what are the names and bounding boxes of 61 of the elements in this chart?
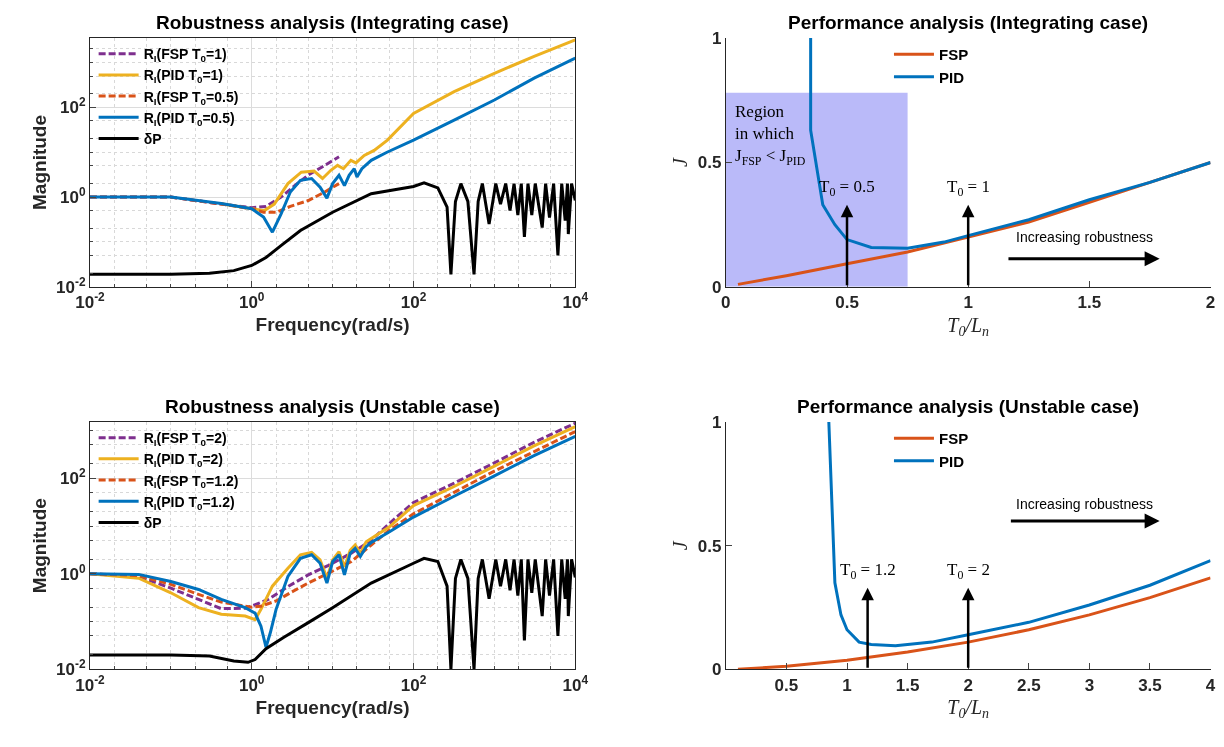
legend-label: δP [143, 130, 162, 147]
y-tick-label: 0.5 [697, 153, 722, 173]
legend-label: R$_{I}$(PID T$_{0}$=2) [143, 451, 224, 470]
line-series [827, 422, 1211, 648]
y-tick-label: 10$^{2}$ [60, 95, 86, 118]
annotation: Increasing robustness [1016, 496, 1153, 512]
x-tick-label: 2 [1205, 293, 1216, 313]
legend-label: FSP [938, 430, 969, 448]
x-tick-label: 1.5 [895, 675, 920, 695]
y-tick-label: 1 [711, 29, 722, 49]
x-axis-title: T$_{0}$/L$_{n}$ [947, 313, 990, 339]
x-axis-title: Frequency(rad/s) [255, 696, 410, 718]
x-tick-label: 10$^{4}$ [562, 672, 589, 695]
y-axis-title: Magnitude [28, 498, 50, 594]
legend-label: R$_{I}$(PID T$_{0}$=1) [143, 67, 224, 86]
x-tick-label: 3 [1084, 675, 1095, 695]
x-tick-label: 10$^{2}$ [400, 290, 427, 313]
x-tick-label: 1 [842, 675, 852, 695]
legend-label: FSP [938, 46, 969, 64]
legend-label: δP [143, 514, 162, 531]
x-tick-label: 10$^{0}$ [238, 672, 265, 695]
x-tick-label: 1 [963, 293, 973, 313]
y-axis-title: J [669, 156, 692, 167]
y-axis-title: Magnitude [28, 114, 50, 210]
x-tick-label: 2 [963, 675, 973, 695]
x-tick-label: 2.5 [1016, 675, 1041, 695]
x-tick-label: 10$^{0}$ [238, 290, 265, 313]
legend-label: R$_{I}$(FSP T$_{0}$=1.2) [143, 472, 239, 491]
legend-label: R$_{I}$(FSP T$_{0}$=2) [143, 430, 227, 449]
legend-label: R$_{I}$(FSP T$_{0}$=0.5) [143, 88, 239, 107]
x-axis-title: T$_{0}$/L$_{n}$ [947, 696, 990, 722]
legend-label: PID [938, 68, 965, 86]
annotation: Region in which J$_{FSP}$ < J$_{PID}$ [735, 102, 806, 168]
x-tick-label: 0.5 [835, 293, 859, 313]
x-tick-label: 3.5 [1138, 675, 1162, 695]
chart-title: Robustness analysis (Integrating case) [156, 12, 509, 33]
y-tick-label: 0 [711, 277, 722, 297]
x-axis-title: Frequency(rad/s) [255, 314, 410, 336]
legend-label: R$_{I}$(PID T$_{0}$=1.2) [143, 493, 235, 512]
annotation: T$_{0}$ = 2 [947, 560, 990, 582]
y-tick-label: 1 [711, 413, 722, 433]
x-tick-label: 10$^{4}$ [562, 290, 589, 313]
x-tick-label: 0.5 [774, 675, 799, 695]
y-tick-label: 10$^{0}$ [60, 184, 86, 208]
y-axis-title: J [669, 540, 692, 551]
x-tick-label: 10$^{2}$ [400, 672, 427, 695]
y-tick-label: 10$^{2}$ [60, 466, 86, 489]
y-tick-label: 10$^{0}$ [60, 561, 86, 584]
legend-label: PID [938, 452, 965, 470]
y-tick-label: 0.5 [697, 536, 722, 556]
annotation: T$_{0}$ = 1.2 [840, 560, 896, 582]
annotation: Increasing robustness [1016, 229, 1153, 245]
chart-title: Performance analysis (Unstable case) [797, 396, 1140, 417]
chart-title: Robustness analysis (Unstable case) [165, 396, 500, 417]
legend-label: R$_{I}$(FSP T$_{0}$=1) [143, 46, 227, 65]
chart-title: Performance analysis (Integrating case) [788, 12, 1149, 33]
x-tick-label: 4 [1205, 675, 1216, 695]
x-tick-label: 1.5 [1077, 293, 1102, 313]
legend-label: R$_{I}$(PID T$_{0}$=0.5) [143, 109, 235, 128]
line-series [809, 38, 1211, 250]
annotation: T$_{0}$ = 1 [947, 177, 990, 199]
